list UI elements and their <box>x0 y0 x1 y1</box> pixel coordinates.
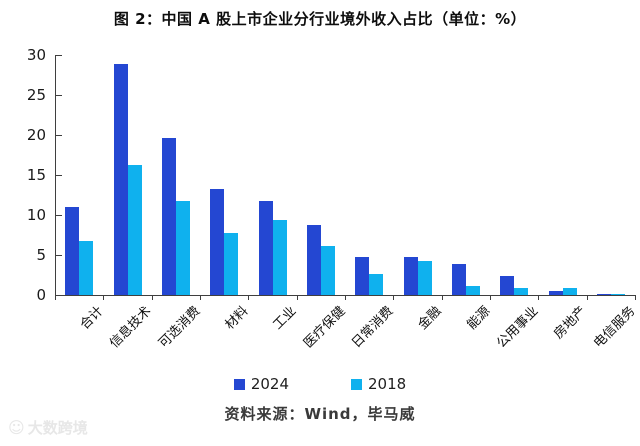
legend-item-2018: 2018 <box>351 375 406 393</box>
bar-2018-可选消费 <box>175 201 190 295</box>
y-tick-mark <box>56 295 62 296</box>
x-tick-mark <box>151 296 153 300</box>
bar-2024-信息技术 <box>113 64 128 295</box>
bar-2018-材料 <box>224 233 239 295</box>
y-tick-mark <box>56 135 62 136</box>
x-axis-label-工业: 工业 <box>270 303 300 333</box>
bar-2018-电信服务 <box>610 294 625 295</box>
bar-2018-公用事业 <box>514 288 529 295</box>
y-tick-label: 20 <box>26 126 46 144</box>
bar-2024-房地产 <box>548 291 563 295</box>
bar-2018-日常消费 <box>369 274 384 295</box>
y-tick-label: 30 <box>26 46 46 64</box>
legend-swatch-2024 <box>233 378 245 390</box>
x-tick-mark <box>635 296 636 300</box>
x-axis-line <box>55 295 636 296</box>
x-tick-mark <box>55 296 56 300</box>
bar-2024-可选消费 <box>161 138 176 295</box>
watermark-text: 大数跨境 <box>27 419 88 437</box>
chart-title: 图 2：中国 A 股上市企业分行业境外收入占比（单位：%） <box>113 10 527 28</box>
x-tick-mark <box>248 296 250 300</box>
y-axis-line <box>55 55 56 296</box>
x-axis-label-医疗保健: 医疗保健 <box>300 303 349 352</box>
x-tick-mark <box>586 296 588 300</box>
watermark: ☺ 大数跨境 <box>8 417 88 438</box>
x-tick-mark <box>441 296 443 300</box>
legend-label-2024: 2024 <box>250 375 289 393</box>
chart-legend: 2024 2018 <box>0 375 640 393</box>
x-tick-mark <box>345 296 346 300</box>
legend-item-2024: 2024 <box>233 375 289 393</box>
bar-2024-材料 <box>210 189 225 295</box>
x-tick-mark <box>490 296 491 300</box>
bar-2018-能源 <box>465 286 480 295</box>
bar-2018-工业 <box>272 220 287 295</box>
y-tick-label: 5 <box>36 246 46 264</box>
legend-label-2018: 2018 <box>368 375 407 393</box>
x-tick-mark <box>200 296 201 300</box>
x-axis-label-金融: 金融 <box>415 303 445 333</box>
y-tick-label: 0 <box>36 286 46 304</box>
x-axis-label-日常消费: 日常消费 <box>349 303 397 352</box>
y-tick-label: 15 <box>26 166 46 184</box>
x-tick-mark <box>538 296 540 300</box>
y-tick-label: 25 <box>26 86 46 104</box>
bar-2024-能源 <box>451 264 466 295</box>
legend-swatch-2018 <box>351 378 362 390</box>
y-tick-mark <box>56 95 62 96</box>
bar-2018-信息技术 <box>127 165 142 295</box>
x-axis-label-信息技术: 信息技术 <box>107 303 155 352</box>
bar-2024-工业 <box>258 201 273 295</box>
bar-2018-房地产 <box>562 288 577 295</box>
bar-2018-合计 <box>79 241 94 295</box>
bar-2024-合计 <box>65 207 80 295</box>
x-axis-label-合计: 合计 <box>77 303 107 333</box>
bar-2024-电信服务 <box>596 294 611 295</box>
y-tick-label: 10 <box>26 206 46 224</box>
x-tick-mark <box>103 296 105 300</box>
bar-2018-医疗保健 <box>320 246 335 295</box>
x-axis-label-可选消费: 可选消费 <box>155 303 204 352</box>
bar-2024-金融 <box>403 257 418 295</box>
x-axis-label-房地产: 房地产 <box>551 303 590 343</box>
x-axis-label-能源: 能源 <box>464 303 494 333</box>
bar-2024-日常消费 <box>355 257 370 295</box>
x-tick-mark <box>296 296 298 300</box>
x-axis-label-电信服务: 电信服务 <box>590 303 639 352</box>
bar-2018-金融 <box>417 261 432 295</box>
y-tick-mark <box>56 175 62 176</box>
y-tick-mark <box>56 215 62 216</box>
y-tick-mark <box>56 55 62 56</box>
bar-2024-公用事业 <box>500 276 515 295</box>
source-note: 资料来源：Wind，毕马威 <box>224 405 416 423</box>
bar-2024-医疗保健 <box>306 225 321 295</box>
x-axis-label-公用事业: 公用事业 <box>494 303 542 352</box>
smiley-logo-icon: ☺ <box>8 417 25 437</box>
x-axis-label-材料: 材料 <box>222 303 252 333</box>
y-tick-mark <box>56 255 62 256</box>
x-tick-mark <box>393 296 395 300</box>
